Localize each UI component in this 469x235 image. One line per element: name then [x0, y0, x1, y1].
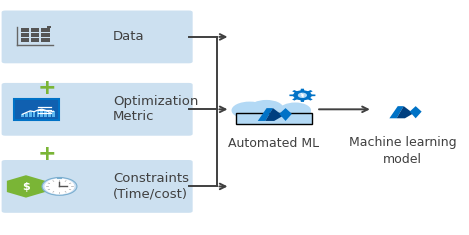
FancyBboxPatch shape: [41, 33, 50, 37]
Text: $: $: [22, 182, 30, 192]
Text: Data: Data: [113, 30, 145, 43]
FancyBboxPatch shape: [1, 11, 193, 63]
FancyBboxPatch shape: [21, 27, 29, 32]
Ellipse shape: [232, 102, 268, 119]
Circle shape: [45, 179, 74, 194]
Text: Automated ML: Automated ML: [228, 137, 319, 150]
Polygon shape: [258, 108, 273, 121]
Polygon shape: [7, 175, 45, 198]
Polygon shape: [389, 106, 404, 118]
Polygon shape: [301, 100, 304, 102]
Text: Optimization
Metric: Optimization Metric: [113, 95, 198, 123]
Ellipse shape: [279, 102, 311, 118]
Text: +: +: [38, 144, 56, 164]
Polygon shape: [307, 98, 313, 101]
Circle shape: [294, 91, 311, 100]
FancyBboxPatch shape: [33, 112, 36, 117]
FancyBboxPatch shape: [31, 27, 39, 32]
FancyBboxPatch shape: [14, 99, 59, 120]
FancyBboxPatch shape: [21, 33, 29, 37]
Circle shape: [299, 93, 306, 97]
FancyBboxPatch shape: [48, 112, 51, 117]
FancyBboxPatch shape: [52, 111, 55, 117]
Text: +: +: [38, 78, 56, 98]
FancyBboxPatch shape: [47, 26, 51, 28]
Polygon shape: [410, 106, 422, 118]
Polygon shape: [292, 98, 298, 101]
FancyBboxPatch shape: [1, 160, 193, 213]
Polygon shape: [289, 94, 294, 96]
FancyBboxPatch shape: [21, 38, 29, 42]
Polygon shape: [307, 90, 313, 93]
Polygon shape: [265, 108, 283, 121]
Polygon shape: [311, 94, 316, 96]
Circle shape: [42, 177, 77, 195]
FancyBboxPatch shape: [1, 83, 193, 136]
FancyBboxPatch shape: [25, 113, 28, 117]
FancyBboxPatch shape: [236, 113, 312, 124]
FancyBboxPatch shape: [37, 110, 39, 117]
FancyBboxPatch shape: [31, 38, 39, 42]
FancyBboxPatch shape: [41, 27, 50, 32]
Text: Constraints
(Time/cost): Constraints (Time/cost): [113, 172, 189, 200]
Polygon shape: [292, 90, 298, 93]
Ellipse shape: [250, 100, 283, 117]
FancyBboxPatch shape: [21, 114, 24, 117]
FancyBboxPatch shape: [40, 109, 43, 117]
FancyBboxPatch shape: [45, 110, 47, 117]
FancyBboxPatch shape: [29, 111, 31, 117]
Polygon shape: [301, 89, 304, 91]
Polygon shape: [279, 108, 292, 121]
Ellipse shape: [236, 106, 312, 123]
FancyBboxPatch shape: [31, 33, 39, 37]
FancyBboxPatch shape: [41, 38, 50, 42]
Polygon shape: [397, 106, 413, 118]
Text: Machine learning
model: Machine learning model: [349, 136, 456, 166]
